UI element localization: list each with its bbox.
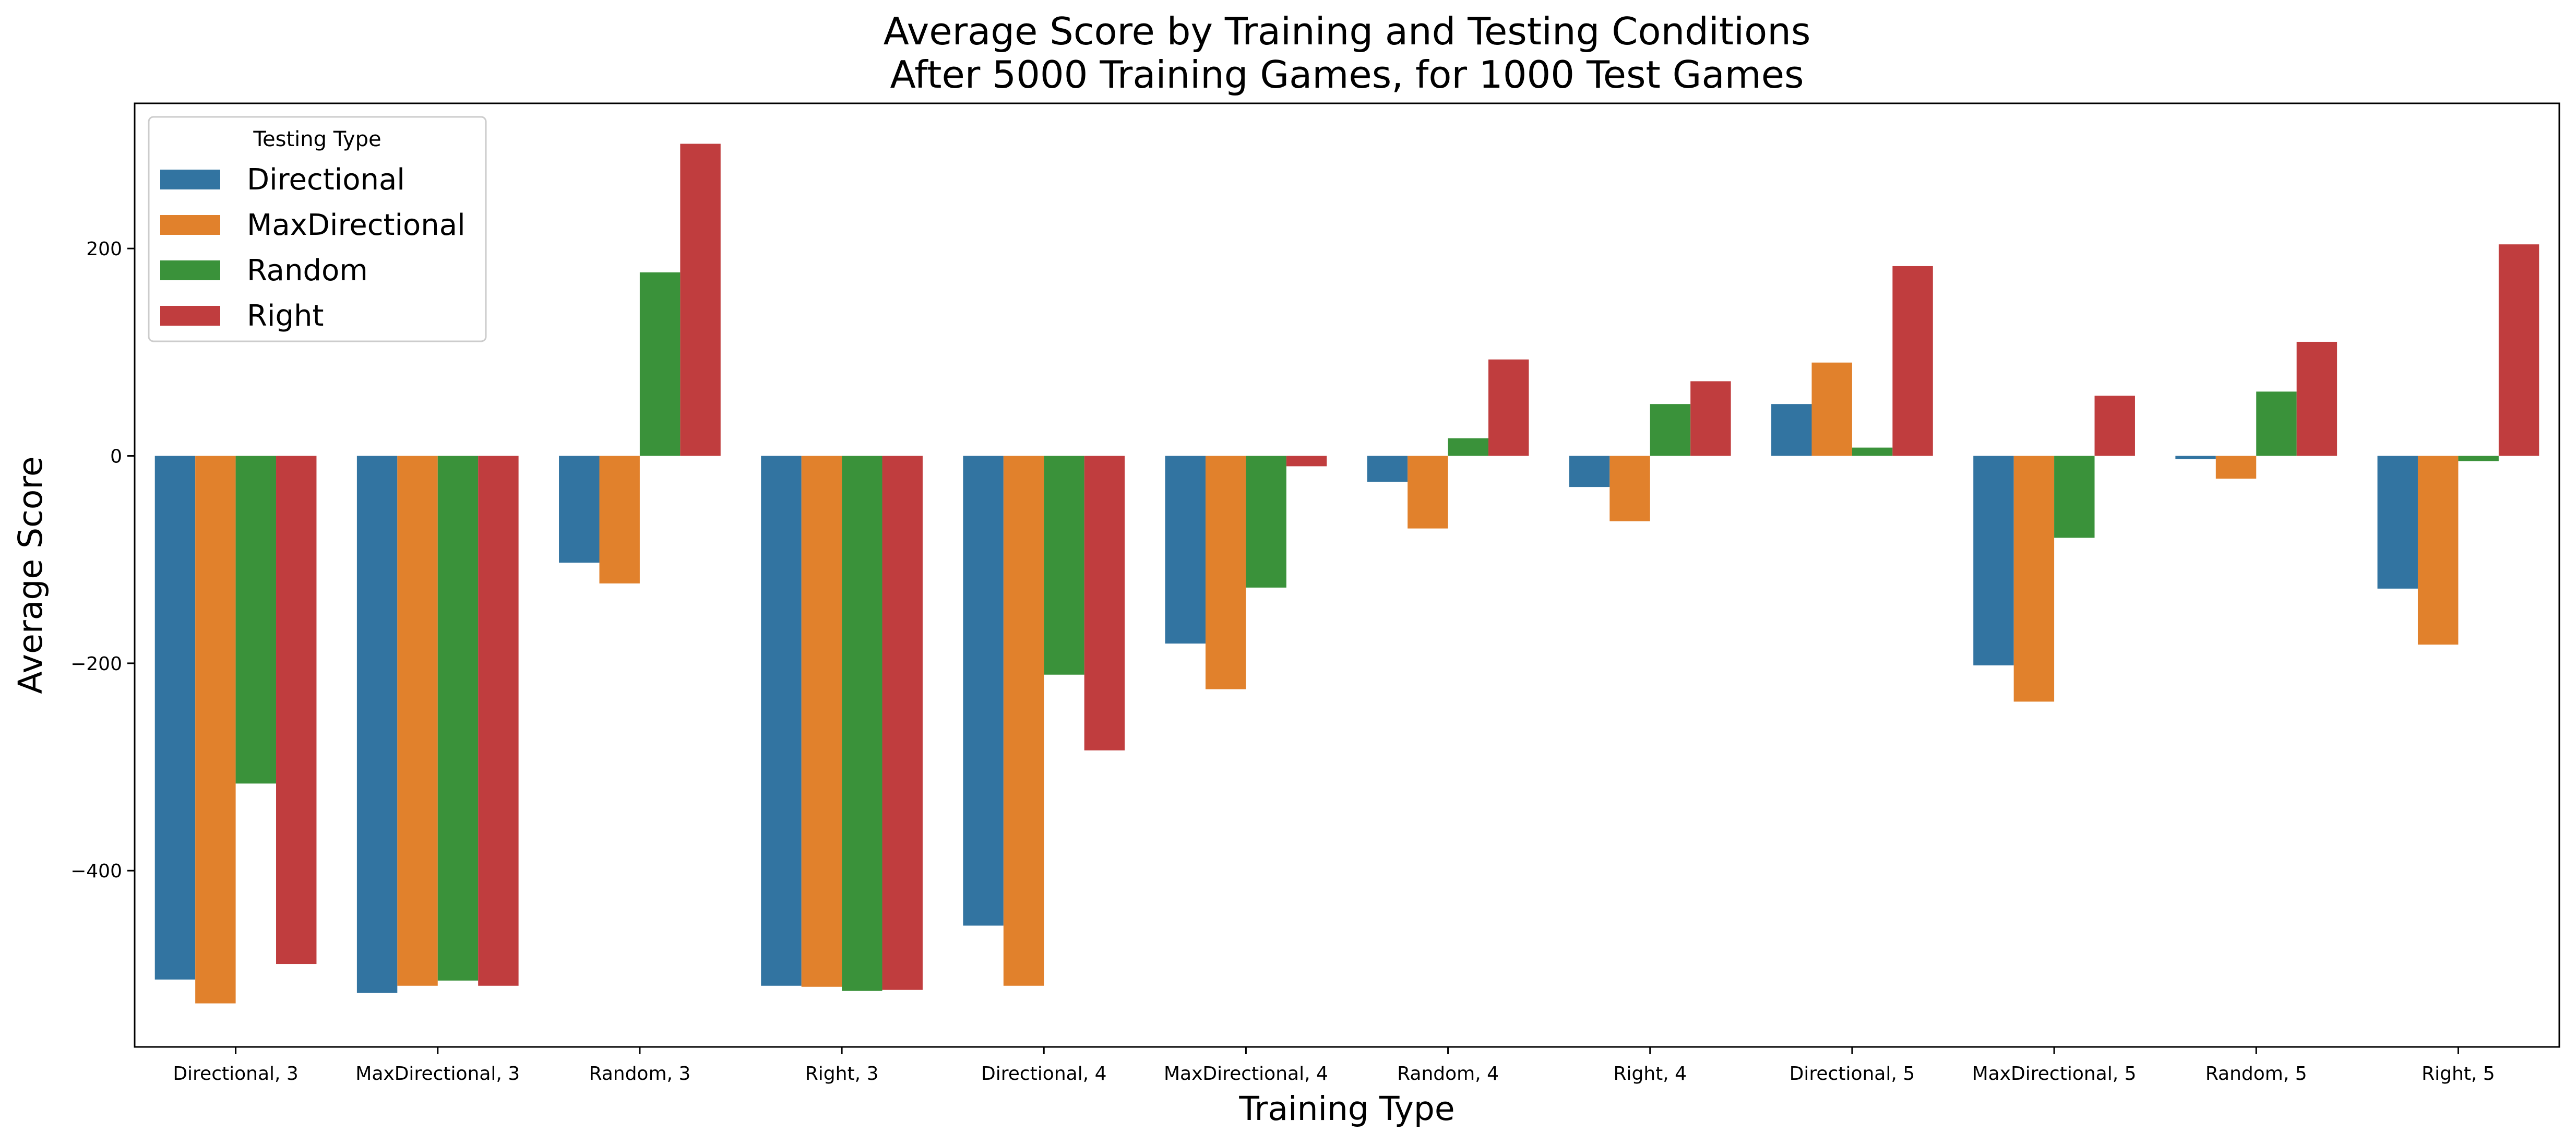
bar xyxy=(761,456,802,986)
x-tick-label: Directional, 5 xyxy=(1790,1063,1915,1085)
bar xyxy=(2458,456,2499,461)
legend-title: Testing Type xyxy=(253,127,381,151)
bar xyxy=(1973,456,2014,665)
bar xyxy=(235,456,277,784)
legend-swatch xyxy=(160,170,220,189)
bar xyxy=(1892,266,1933,456)
bar xyxy=(154,456,196,980)
bar xyxy=(842,456,882,991)
bar xyxy=(1367,456,1408,482)
bar xyxy=(1852,447,1893,456)
x-tick-label: Random, 5 xyxy=(2205,1063,2307,1085)
x-tick-label: Random, 4 xyxy=(1397,1063,1499,1085)
bar xyxy=(599,456,640,583)
bar xyxy=(437,456,479,981)
y-tick-label: 200 xyxy=(86,239,122,260)
legend-box xyxy=(148,116,487,342)
y-tick-label: −400 xyxy=(70,861,122,882)
bar xyxy=(1165,456,1206,644)
bar xyxy=(356,456,398,993)
legend-label: Right xyxy=(247,299,324,333)
bar xyxy=(2175,456,2216,459)
bar xyxy=(2498,244,2539,456)
y-tick-label: 0 xyxy=(110,446,122,468)
x-tick-label: MaxDirectional, 5 xyxy=(1972,1063,2137,1085)
legend-label: Random xyxy=(247,254,368,288)
bar xyxy=(2256,391,2297,456)
x-tick-label: Right, 4 xyxy=(1613,1063,1687,1085)
x-tick-label: MaxDirectional, 3 xyxy=(355,1063,520,1085)
bar xyxy=(1488,359,1529,456)
bar xyxy=(1690,381,1731,456)
bar xyxy=(2215,456,2257,479)
y-axis: −400 −200 0 200 xyxy=(70,239,135,882)
plot-frame xyxy=(134,102,2560,1048)
chart-title: Average Score by Training and Testing Co… xyxy=(884,9,1811,53)
bar xyxy=(1569,456,1610,487)
bar xyxy=(1084,456,1125,750)
bar xyxy=(1650,404,1691,456)
bar xyxy=(882,456,923,990)
x-tick-label: Directional, 4 xyxy=(981,1063,1107,1085)
legend-swatch xyxy=(160,260,220,280)
y-axis-title: Average Score xyxy=(11,456,50,694)
bar xyxy=(2296,341,2338,456)
x-axis-title: Training Type xyxy=(1238,1090,1454,1128)
legend-swatch xyxy=(160,306,220,326)
y-tick-label: −200 xyxy=(70,653,122,675)
bar xyxy=(2377,456,2418,589)
legend-label: Directional xyxy=(247,163,405,197)
bar xyxy=(2094,396,2135,456)
bar xyxy=(478,456,519,986)
bar xyxy=(1609,456,1650,521)
bar xyxy=(1205,456,1246,689)
bar xyxy=(680,144,721,456)
bar xyxy=(963,456,1004,926)
bar xyxy=(1246,456,1286,588)
bar xyxy=(1003,456,1044,986)
legend: Testing Type Directional MaxDirectional Ran… xyxy=(148,116,487,342)
bar xyxy=(1044,456,1084,675)
legend-label: MaxDirectional xyxy=(247,208,466,242)
bar xyxy=(1448,438,1489,456)
bar xyxy=(2013,456,2055,702)
bars-group xyxy=(154,144,2539,1004)
x-tick-label: Right, 3 xyxy=(805,1063,879,1085)
x-tick-label: MaxDirectional, 4 xyxy=(1164,1063,1328,1085)
bar xyxy=(1408,456,1448,529)
bar xyxy=(2054,456,2095,538)
chart-subtitle: After 5000 Training Games, for 1000 Test… xyxy=(890,53,1804,97)
bar xyxy=(559,456,600,563)
x-tick-label: Right, 5 xyxy=(2422,1063,2495,1085)
x-tick-label: Directional, 3 xyxy=(173,1063,299,1085)
x-axis: Directional, 3 MaxDirectional, 3 Random, 3… xyxy=(173,1047,2495,1085)
bar xyxy=(397,456,438,986)
bar xyxy=(639,272,681,456)
bar xyxy=(1811,362,1852,456)
x-tick-label: Random, 3 xyxy=(589,1063,690,1085)
bar xyxy=(276,456,317,964)
bar xyxy=(1771,404,1812,456)
bar xyxy=(195,456,236,1004)
bar xyxy=(801,456,842,987)
bar xyxy=(2417,456,2459,645)
bar xyxy=(1286,456,1327,467)
legend-swatch xyxy=(160,215,220,235)
